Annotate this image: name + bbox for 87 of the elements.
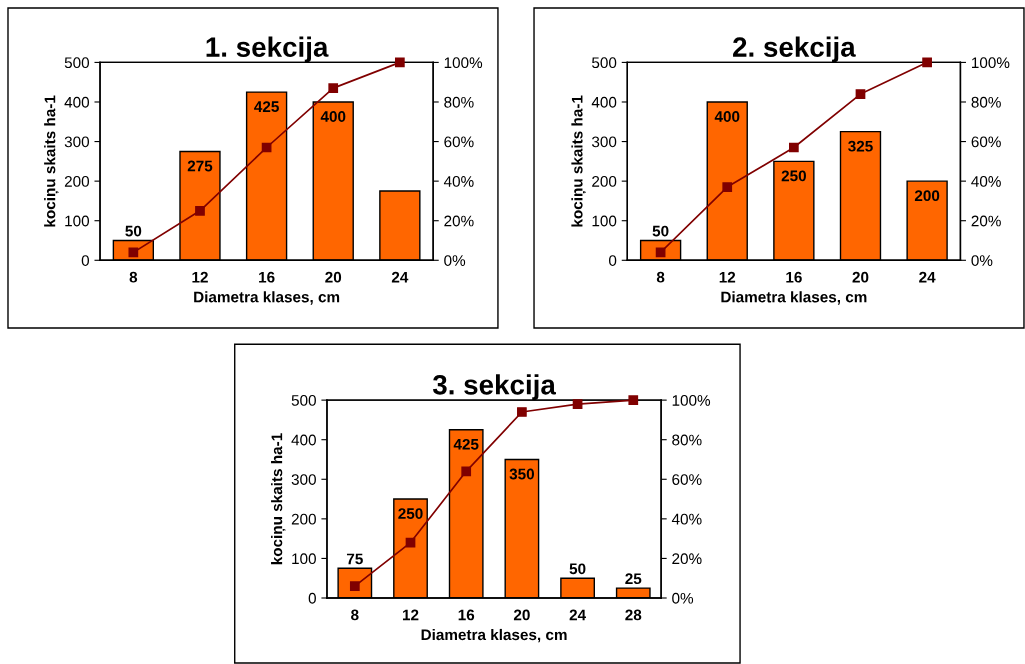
x-tick-label: 24 — [919, 271, 936, 283]
data-label: 275 — [187, 160, 213, 172]
y-tick-label: 300 — [64, 136, 90, 148]
x-tick-label: 12 — [192, 271, 208, 283]
y-tick-label: 0 — [81, 255, 90, 266]
y-tick-label: 400 — [291, 434, 316, 446]
chart-title: 1. sekcija — [206, 36, 329, 63]
y2-tick-label: 60% — [444, 136, 474, 148]
y-axis-title: kociņu skaits ha-1 — [44, 95, 59, 227]
data-label: 400 — [714, 111, 740, 122]
x-tick-label: 20 — [513, 609, 530, 621]
y2-tick-label: 20% — [672, 553, 702, 565]
x-tick-label: 16 — [259, 271, 275, 283]
point — [394, 57, 405, 68]
x-tick-label: 16 — [458, 609, 475, 621]
y-tick-label: 200 — [592, 176, 617, 187]
y-tick-label: 100 — [65, 215, 90, 227]
y2-tick-label: 40% — [443, 176, 474, 187]
y2-tick-label: 100% — [972, 57, 1010, 69]
chart-title: 3. sekcija — [432, 374, 557, 401]
y-tick-label: 100 — [292, 553, 316, 565]
x-tick-label: 16 — [786, 271, 802, 283]
x-tick-label: 8 — [656, 271, 665, 283]
data-label: 250 — [398, 508, 423, 519]
y2-tick-label: 80% — [971, 96, 1001, 108]
y-tick-label: 0 — [608, 255, 617, 266]
y-tick-label: 400 — [64, 96, 90, 108]
point — [572, 399, 583, 409]
x-axis-title: Diametra klases, cm — [721, 291, 867, 305]
y2-tick-label: 20% — [971, 215, 1001, 227]
data-label: 425 — [453, 438, 479, 450]
y2-tick-label: 40% — [971, 176, 1001, 187]
y-tick-label: 200 — [64, 176, 90, 187]
x-tick-label: 20 — [325, 271, 342, 283]
y-tick-label: 200 — [291, 513, 316, 525]
x-tick-label: 8 — [129, 271, 138, 283]
data-label: 325 — [848, 140, 873, 152]
y2-tick-label: 0% — [971, 255, 993, 266]
x-tick-label: 8 — [351, 609, 359, 621]
y-tick-label: 300 — [591, 136, 617, 148]
x-tick-label: 28 — [625, 609, 642, 621]
data-label: 425 — [254, 101, 279, 113]
point — [722, 182, 733, 192]
x-tick-label: 24 — [391, 271, 409, 283]
point — [517, 407, 527, 417]
x-tick-label: 24 — [569, 609, 586, 621]
data-label: 350 — [509, 468, 535, 480]
point — [628, 395, 639, 405]
data-label: 250 — [781, 170, 806, 182]
point — [855, 89, 866, 99]
y-tick-label: 300 — [291, 474, 316, 485]
data-label: 75 — [346, 553, 363, 565]
data-label: 50 — [125, 225, 142, 237]
y2-tick-label: 80% — [444, 96, 474, 108]
point — [195, 205, 205, 216]
y-axis-title: kociņu skaits ha-1 — [271, 433, 286, 565]
data-label: 50 — [652, 225, 669, 237]
data-label: 25 — [625, 573, 642, 585]
x-axis-title: Diametra klases, cm — [194, 291, 340, 305]
x-tick-label: 12 — [402, 609, 419, 621]
y2-tick-label: 40% — [671, 513, 702, 525]
y-tick-label: 500 — [64, 57, 90, 69]
y2-tick-label: 0% — [672, 592, 694, 604]
data-label: 400 — [320, 111, 346, 122]
point — [789, 142, 799, 153]
x-axis-title: Diametra klases, cm — [421, 628, 567, 643]
y2-tick-label: 80% — [672, 434, 702, 446]
y2-tick-label: 100% — [672, 394, 711, 406]
y-tick-label: 100 — [592, 215, 617, 227]
x-tick-label: 20 — [852, 271, 869, 283]
y-tick-label: 400 — [591, 96, 617, 108]
point — [328, 83, 339, 94]
data-label: 50 — [569, 563, 586, 575]
y2-tick-label: 0% — [444, 255, 466, 266]
y2-tick-label: 20% — [444, 215, 474, 227]
y-tick-label: 500 — [291, 394, 316, 406]
y-tick-label: 500 — [592, 57, 617, 69]
y2-tick-label: 100% — [444, 57, 483, 69]
x-tick-label: 12 — [719, 271, 736, 283]
point — [922, 57, 932, 68]
data-label: 200 — [914, 190, 940, 202]
y2-tick-label: 60% — [672, 474, 702, 485]
point — [461, 466, 472, 477]
y2-tick-label: 60% — [971, 136, 1001, 148]
y-axis-title: kociņu skaits ha-1 — [571, 95, 586, 227]
chart-title: 2. sekcija — [733, 36, 856, 63]
y-tick-label: 0 — [308, 592, 316, 604]
